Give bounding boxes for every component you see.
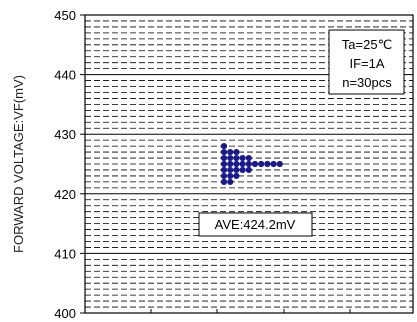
data-point xyxy=(220,148,228,156)
data-point xyxy=(239,154,246,162)
y-axis-label: FORWARD VOLTAGE:VF(mV) xyxy=(11,75,26,253)
data-point xyxy=(227,154,234,162)
data-point xyxy=(233,172,240,180)
y-tick-labels: 400 410 420 430 440 450 xyxy=(54,8,351,321)
data-point xyxy=(245,166,252,174)
y-tick-label: 450 xyxy=(54,8,76,23)
data-point xyxy=(276,160,283,168)
data-point xyxy=(227,148,234,156)
data-point xyxy=(239,166,246,174)
data-point xyxy=(227,178,234,185)
data-point xyxy=(264,160,271,168)
data-point xyxy=(233,166,240,174)
data-point xyxy=(270,160,277,168)
data-point xyxy=(227,172,234,180)
condition-current: IF=1A xyxy=(349,56,384,71)
condition-sample-count: n=30pcs xyxy=(342,75,392,90)
y-tick-label: 430 xyxy=(54,127,76,142)
y-tick-label: 440 xyxy=(54,68,76,83)
y-tick-label: 420 xyxy=(54,187,76,202)
data-point xyxy=(258,160,265,168)
y-tick-label: 400 xyxy=(54,306,76,321)
average-box: AVE:424.2mV xyxy=(198,212,313,237)
data-point xyxy=(251,160,259,168)
data-point xyxy=(220,178,228,185)
data-point xyxy=(220,172,228,180)
data-point xyxy=(245,160,252,168)
conditions-box: Ta=25℃ IF=1A n=30pcs xyxy=(328,29,405,95)
data-point xyxy=(227,166,234,174)
y-tick-label: 410 xyxy=(54,246,76,261)
plot-frame xyxy=(84,14,414,314)
data-point xyxy=(227,160,234,168)
condition-temperature: Ta=25℃ xyxy=(342,37,392,52)
data-point xyxy=(220,154,228,162)
data-point xyxy=(245,154,252,162)
data-point xyxy=(220,160,228,168)
data-point xyxy=(233,154,240,162)
data-point xyxy=(233,160,240,168)
data-point xyxy=(220,166,228,174)
data-point xyxy=(220,143,228,150)
data-point xyxy=(239,160,246,168)
data-point xyxy=(233,148,240,156)
data-points xyxy=(220,143,283,185)
average-label: AVE:424.2mV xyxy=(215,217,296,232)
